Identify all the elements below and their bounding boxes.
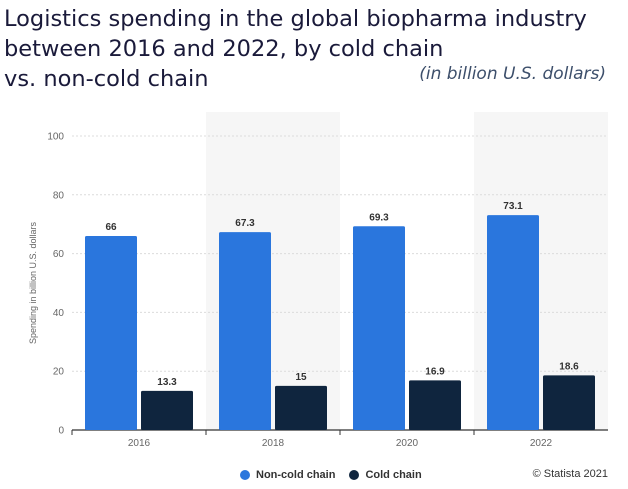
legend-label-cold-chain: Cold chain xyxy=(365,469,422,481)
bar-chart: 66 13.3 67.3 15 69.3 16.9 73.1 18.6 0 20 40 60 80 10… xyxy=(28,112,608,450)
bar-cold-chain-2018 xyxy=(275,385,327,430)
bar-group: 66 13.3 67.3 15 69.3 16.9 73.1 18.6 xyxy=(85,201,595,430)
legend-item-non-cold-chain[interactable]: Non-cold chain xyxy=(240,469,335,481)
legend-marker-cold-chain xyxy=(349,470,360,480)
bar-cold-chain-2020 xyxy=(409,380,461,430)
bar-non-cold-chain-2020 xyxy=(353,226,405,430)
bar-non-cold-chain-2022 xyxy=(487,215,539,430)
chart-title-line-1: Logistics spending in the global biophar… xyxy=(4,6,587,32)
data-label-cold-chain-2018: 15 xyxy=(295,372,307,383)
data-label-non-cold-chain-2020: 69.3 xyxy=(369,212,389,223)
bar-cold-chain-2022 xyxy=(543,375,595,430)
x-tick-label-2020: 2020 xyxy=(396,438,419,449)
x-tick-label-2016: 2016 xyxy=(128,438,151,449)
tick-group: 0 20 40 60 80 100 2016 2018 2020 2022 xyxy=(47,132,552,450)
bar-non-cold-chain-2016 xyxy=(85,235,137,430)
legend-marker-non-cold-chain xyxy=(240,470,250,480)
y-tick-label-60: 60 xyxy=(53,249,65,260)
y-tick-label-20: 20 xyxy=(53,367,65,378)
legend-label-non-cold-chain: Non-cold chain xyxy=(256,469,336,481)
bar-cold-chain-2016 xyxy=(141,390,193,430)
statista-credit[interactable]: © Statista 2021 xyxy=(532,468,608,480)
data-label-non-cold-chain-2022: 73.1 xyxy=(503,201,523,212)
legend-item-cold-chain[interactable]: Cold chain xyxy=(349,469,422,481)
data-label-non-cold-chain-2018: 67.3 xyxy=(235,218,255,229)
y-tick-label-0: 0 xyxy=(58,426,64,437)
chart-title: Logistics spending in the global biophar… xyxy=(4,4,624,94)
x-tick-label-2018: 2018 xyxy=(262,438,285,449)
chart-panel: 66 13.3 67.3 15 69.3 16.9 73.1 18.6 0 20 40 60 80 10… xyxy=(0,112,628,489)
chart-title-line-2: between 2016 and 2022, by cold chain xyxy=(4,36,444,62)
data-label-cold-chain-2022: 18.6 xyxy=(559,361,579,372)
data-label-non-cold-chain-2016: 66 xyxy=(105,222,117,233)
chart-subtitle: (in billion U.S. dollars) xyxy=(419,64,606,84)
chart-title-line-3: vs. non-cold chain xyxy=(4,66,209,92)
y-axis-label: Spending in billion U.S. dollars xyxy=(28,221,38,344)
y-tick-label-80: 80 xyxy=(53,190,65,201)
data-label-cold-chain-2020: 16.9 xyxy=(425,366,445,377)
y-tick-label-40: 40 xyxy=(53,308,65,319)
x-tick-label-2022: 2022 xyxy=(530,438,553,449)
bar-non-cold-chain-2018 xyxy=(219,232,271,430)
chart-legend: Non-cold chain Cold chain xyxy=(240,466,422,484)
y-tick-label-100: 100 xyxy=(47,132,64,143)
data-label-cold-chain-2016: 13.3 xyxy=(157,377,177,388)
